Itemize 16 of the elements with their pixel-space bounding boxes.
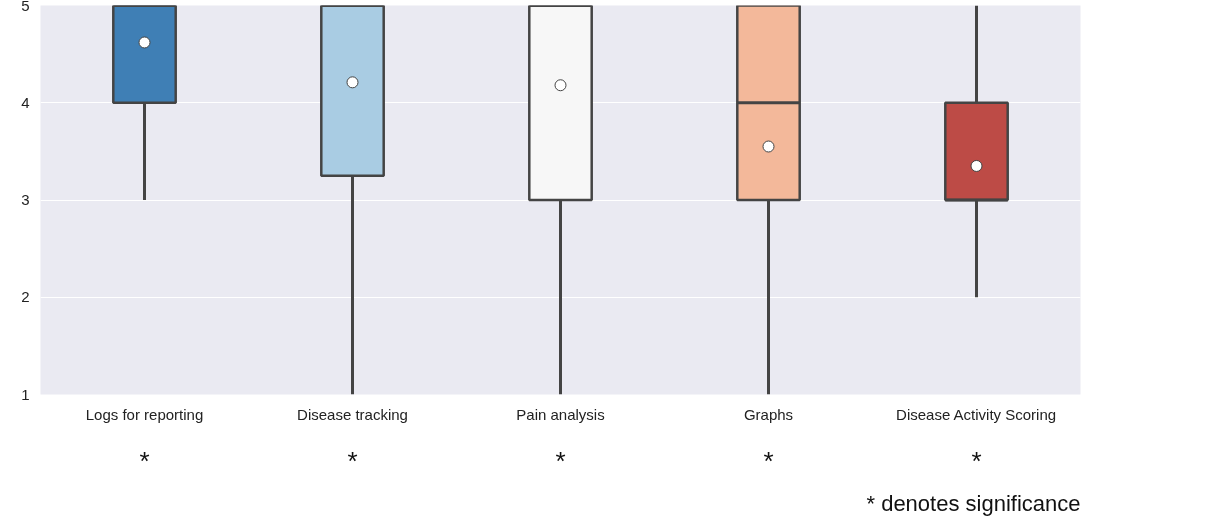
text: * bbox=[555, 445, 566, 476]
x-tick-label: Pain analysis bbox=[516, 405, 605, 423]
x-tick-label: Disease tracking bbox=[297, 405, 408, 423]
y-tick-label: 4 bbox=[21, 93, 30, 111]
text: * denotes significance bbox=[866, 490, 1081, 516]
text: * bbox=[139, 445, 150, 476]
y-tick-label: 3 bbox=[21, 191, 30, 208]
y-tick-label: 1 bbox=[21, 385, 30, 403]
text: * bbox=[763, 445, 774, 476]
x-tick-label: Disease Activity Scoring bbox=[896, 405, 1057, 423]
text: * bbox=[971, 445, 982, 476]
y-tick-label: 2 bbox=[21, 288, 30, 306]
y-tick-label: 5 bbox=[21, 0, 30, 14]
x-tick-label: Graphs bbox=[743, 405, 794, 423]
text: * bbox=[347, 445, 358, 476]
x-tick-label: Logs for reporting bbox=[85, 405, 204, 423]
